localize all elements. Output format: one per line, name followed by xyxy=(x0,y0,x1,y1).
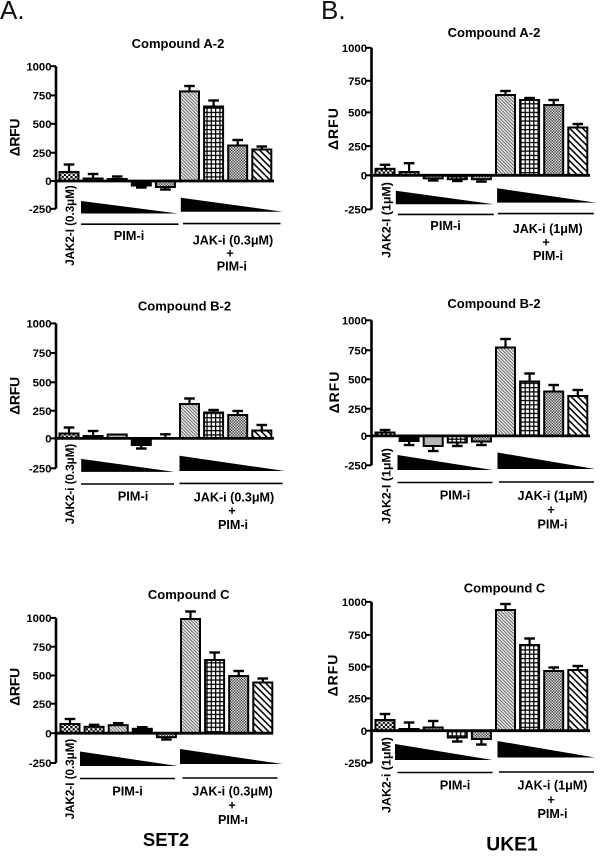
svg-text:ΔRFU: ΔRFU xyxy=(326,371,342,414)
svg-text:B.: B. xyxy=(321,0,346,25)
svg-text:JAK2-I (1μM): JAK2-I (1μM) xyxy=(380,448,394,524)
svg-text:500: 500 xyxy=(348,662,367,674)
svg-text:750: 750 xyxy=(33,91,52,103)
svg-text:JAK-i (1μM): JAK-i (1μM) xyxy=(518,489,588,503)
svg-text:JAK-i (0.3μM): JAK-i (0.3μM) xyxy=(192,784,272,798)
svg-text:SET2: SET2 xyxy=(143,829,189,850)
svg-text:250: 250 xyxy=(348,141,367,153)
svg-text:PIM-i: PIM-i xyxy=(218,518,248,532)
svg-text:1000: 1000 xyxy=(342,316,367,328)
svg-text:0: 0 xyxy=(45,728,51,740)
svg-text:250: 250 xyxy=(33,406,52,418)
svg-text:PIM-i: PIM-i xyxy=(430,218,461,233)
svg-text:JAK2-i (0.3μM): JAK2-i (0.3μM) xyxy=(64,444,77,525)
svg-text:UKE1: UKE1 xyxy=(486,835,538,856)
svg-text:PIM-i: PIM-i xyxy=(533,249,563,263)
svg-text:0: 0 xyxy=(361,431,367,443)
svg-text:JAK-i (1μM): JAK-i (1μM) xyxy=(518,778,588,792)
svg-text:1000: 1000 xyxy=(26,61,51,73)
svg-text:750: 750 xyxy=(348,630,367,642)
svg-text:Compound A-2: Compound A-2 xyxy=(448,25,541,40)
svg-text:500: 500 xyxy=(33,671,52,683)
svg-text:ΔRFU: ΔRFU xyxy=(325,107,341,150)
svg-text:Compound C: Compound C xyxy=(464,581,546,596)
svg-text:JAK2-I (0.3μM): JAK2-I (0.3μM) xyxy=(64,739,77,820)
svg-text:PIM-i: PIM-i xyxy=(440,777,471,792)
svg-text:PIM-i: PIM-i xyxy=(112,783,143,798)
svg-text:PIM-ı: PIM-ı xyxy=(218,813,248,827)
svg-text:JAK2-I (1μM): JAK2-I (1μM) xyxy=(380,182,394,258)
svg-text:250: 250 xyxy=(33,148,52,160)
svg-text:-250: -250 xyxy=(344,758,367,770)
svg-text:250: 250 xyxy=(348,404,367,416)
svg-text:750: 750 xyxy=(348,76,367,88)
svg-text:+: + xyxy=(228,504,235,518)
svg-text:ΔRFU: ΔRFU xyxy=(325,654,341,697)
svg-text:250: 250 xyxy=(33,699,52,711)
svg-text:750: 750 xyxy=(348,346,367,358)
svg-text:Compound B-2: Compound B-2 xyxy=(138,299,231,314)
svg-text:500: 500 xyxy=(33,378,52,390)
svg-text:0: 0 xyxy=(45,176,51,188)
svg-text:500: 500 xyxy=(348,375,367,387)
svg-text:-250: -250 xyxy=(29,464,52,476)
svg-text:PIM-i: PIM-i xyxy=(114,228,145,243)
svg-text:JAK-i (1μM): JAK-i (1μM) xyxy=(513,222,583,236)
svg-text:0: 0 xyxy=(361,171,367,183)
svg-text:-250: -250 xyxy=(344,461,367,473)
svg-text:+: + xyxy=(547,503,554,517)
svg-text:JAK2-I (0.3μM): JAK2-I (0.3μM) xyxy=(64,185,77,266)
svg-text:+: + xyxy=(547,793,554,807)
svg-text:JAK-i (0.3μM): JAK-i (0.3μM) xyxy=(193,233,273,247)
svg-text:+: + xyxy=(228,798,235,812)
svg-text:PIM-i: PIM-i xyxy=(118,488,149,503)
svg-text:500: 500 xyxy=(33,119,52,131)
svg-text:0: 0 xyxy=(45,434,51,446)
svg-text:1000: 1000 xyxy=(342,597,367,609)
svg-text:-250: -250 xyxy=(29,204,52,216)
svg-text:500: 500 xyxy=(348,108,367,120)
svg-text:-250: -250 xyxy=(29,758,52,770)
svg-text:+: + xyxy=(226,246,233,260)
svg-text:750: 750 xyxy=(33,348,52,360)
svg-text:Compound C: Compound C xyxy=(148,587,230,602)
svg-text:0: 0 xyxy=(361,726,367,738)
svg-text:ΔRFU: ΔRFU xyxy=(7,377,23,415)
svg-text:-250: -250 xyxy=(344,205,367,217)
svg-text:PIM-i: PIM-i xyxy=(537,517,567,531)
svg-text:1000: 1000 xyxy=(26,613,51,625)
svg-text:1000: 1000 xyxy=(26,319,51,331)
svg-text:ΔRFU: ΔRFU xyxy=(7,119,23,157)
svg-text:JAK-i (0.3μM): JAK-i (0.3μM) xyxy=(194,490,274,504)
svg-text:Compound B-2: Compound B-2 xyxy=(447,296,540,311)
svg-text:JAK2-i (1μM): JAK2-i (1μM) xyxy=(380,737,394,813)
svg-text:750: 750 xyxy=(33,642,52,654)
svg-text:PIM-i: PIM-i xyxy=(537,807,567,821)
svg-text:250: 250 xyxy=(348,694,367,706)
svg-text:PIM-i: PIM-i xyxy=(217,259,247,273)
svg-text:A.: A. xyxy=(0,0,25,25)
svg-text:1000: 1000 xyxy=(342,43,367,55)
svg-text:ΔRFU: ΔRFU xyxy=(7,668,23,706)
svg-text:Compound A-2: Compound A-2 xyxy=(132,36,225,51)
svg-text:+: + xyxy=(542,235,549,249)
svg-text:PIM-i: PIM-i xyxy=(440,487,471,502)
